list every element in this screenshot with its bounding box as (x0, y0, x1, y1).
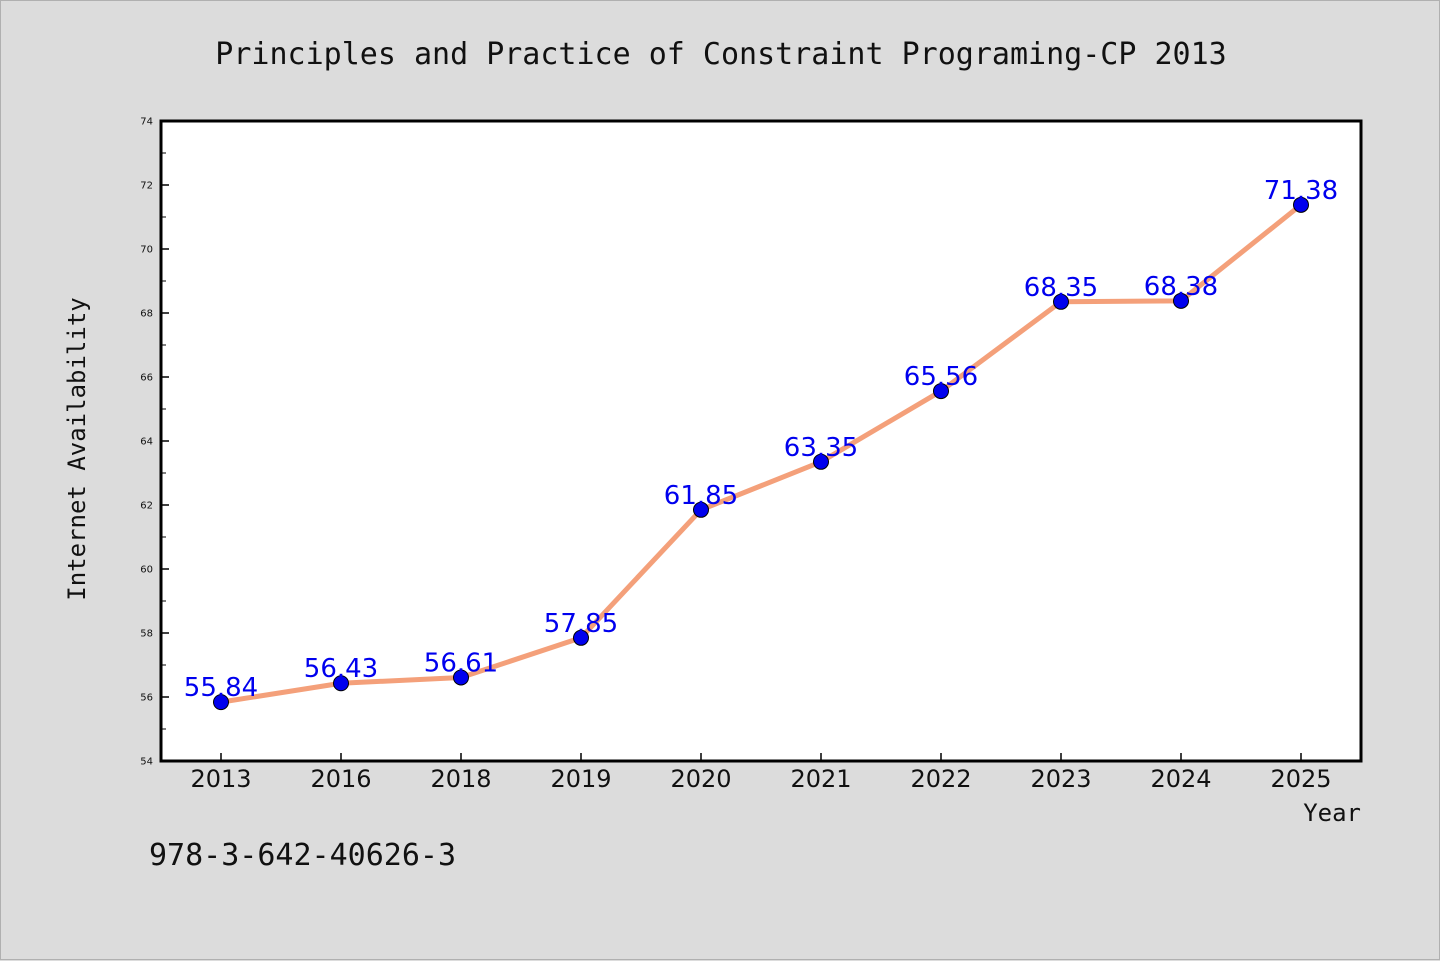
y-axis: 54 56 58 60 62 64 66 68 70 72 74 (140, 117, 169, 768)
data-point (333, 675, 349, 692)
y-tick-label: 72 (140, 181, 153, 192)
y-tick-label: 68 (140, 309, 153, 320)
data-point (213, 694, 229, 711)
x-tick-label: 2025 (1270, 765, 1331, 793)
data-point (813, 453, 829, 470)
x-axis-label: Year (1303, 799, 1361, 827)
x-tick-label: 2019 (550, 765, 611, 793)
plot-area (159, 119, 1363, 763)
data-point (573, 629, 589, 646)
y-tick-label: 60 (140, 565, 153, 576)
series-layer: 55.84 56.43 56.61 57.85 61.85 63.35 65.56 68.35… (184, 176, 1338, 711)
data-point (933, 383, 949, 400)
data-label: 56.43 (304, 654, 378, 684)
x-tick-label: 2021 (790, 765, 851, 793)
y-tick-label: 66 (140, 373, 153, 384)
isbn-footer: 978-3-642-40626-3 (149, 838, 456, 873)
series-line (218, 202, 1304, 705)
data-label: 57.85 (544, 609, 618, 639)
x-tick-label: 2022 (910, 765, 971, 793)
x-tick-label: 2018 (430, 765, 491, 793)
data-label: 68.38 (1144, 272, 1218, 302)
data-point (453, 669, 469, 686)
data-point (693, 501, 709, 518)
x-tick-label: 2023 (1030, 765, 1091, 793)
data-point (1293, 196, 1309, 213)
x-tick-label: 2024 (1150, 765, 1211, 793)
y-tick-label: 54 (140, 757, 153, 768)
data-label: 65.56 (904, 362, 978, 392)
data-label: 55.84 (184, 673, 258, 703)
data-label: 61.85 (664, 481, 738, 511)
y-tick-label: 58 (140, 629, 153, 640)
x-tick-label: 2016 (310, 765, 371, 793)
data-label: 63.35 (784, 433, 858, 463)
data-label: 68.35 (1024, 273, 1098, 303)
x-axis: 2013 2016 2018 2019 2020 2021 2022 2023 2024 2025 (190, 753, 1332, 793)
data-point (1173, 292, 1189, 309)
y-tick-label: 64 (140, 437, 153, 448)
data-label: 56.61 (424, 648, 498, 678)
x-tick-label: 2013 (190, 765, 251, 793)
chart-title: Principles and Practice of Constraint Pr… (215, 37, 1226, 72)
x-tick-label: 2020 (670, 765, 731, 793)
y-tick-label: 62 (140, 501, 153, 512)
data-label: 71.38 (1264, 176, 1338, 206)
y-tick-label: 56 (140, 693, 153, 704)
y-tick-label: 70 (140, 245, 153, 256)
y-axis-label: Internet Availability (63, 297, 91, 600)
y-tick-label: 74 (140, 117, 153, 128)
data-point (1053, 293, 1069, 310)
